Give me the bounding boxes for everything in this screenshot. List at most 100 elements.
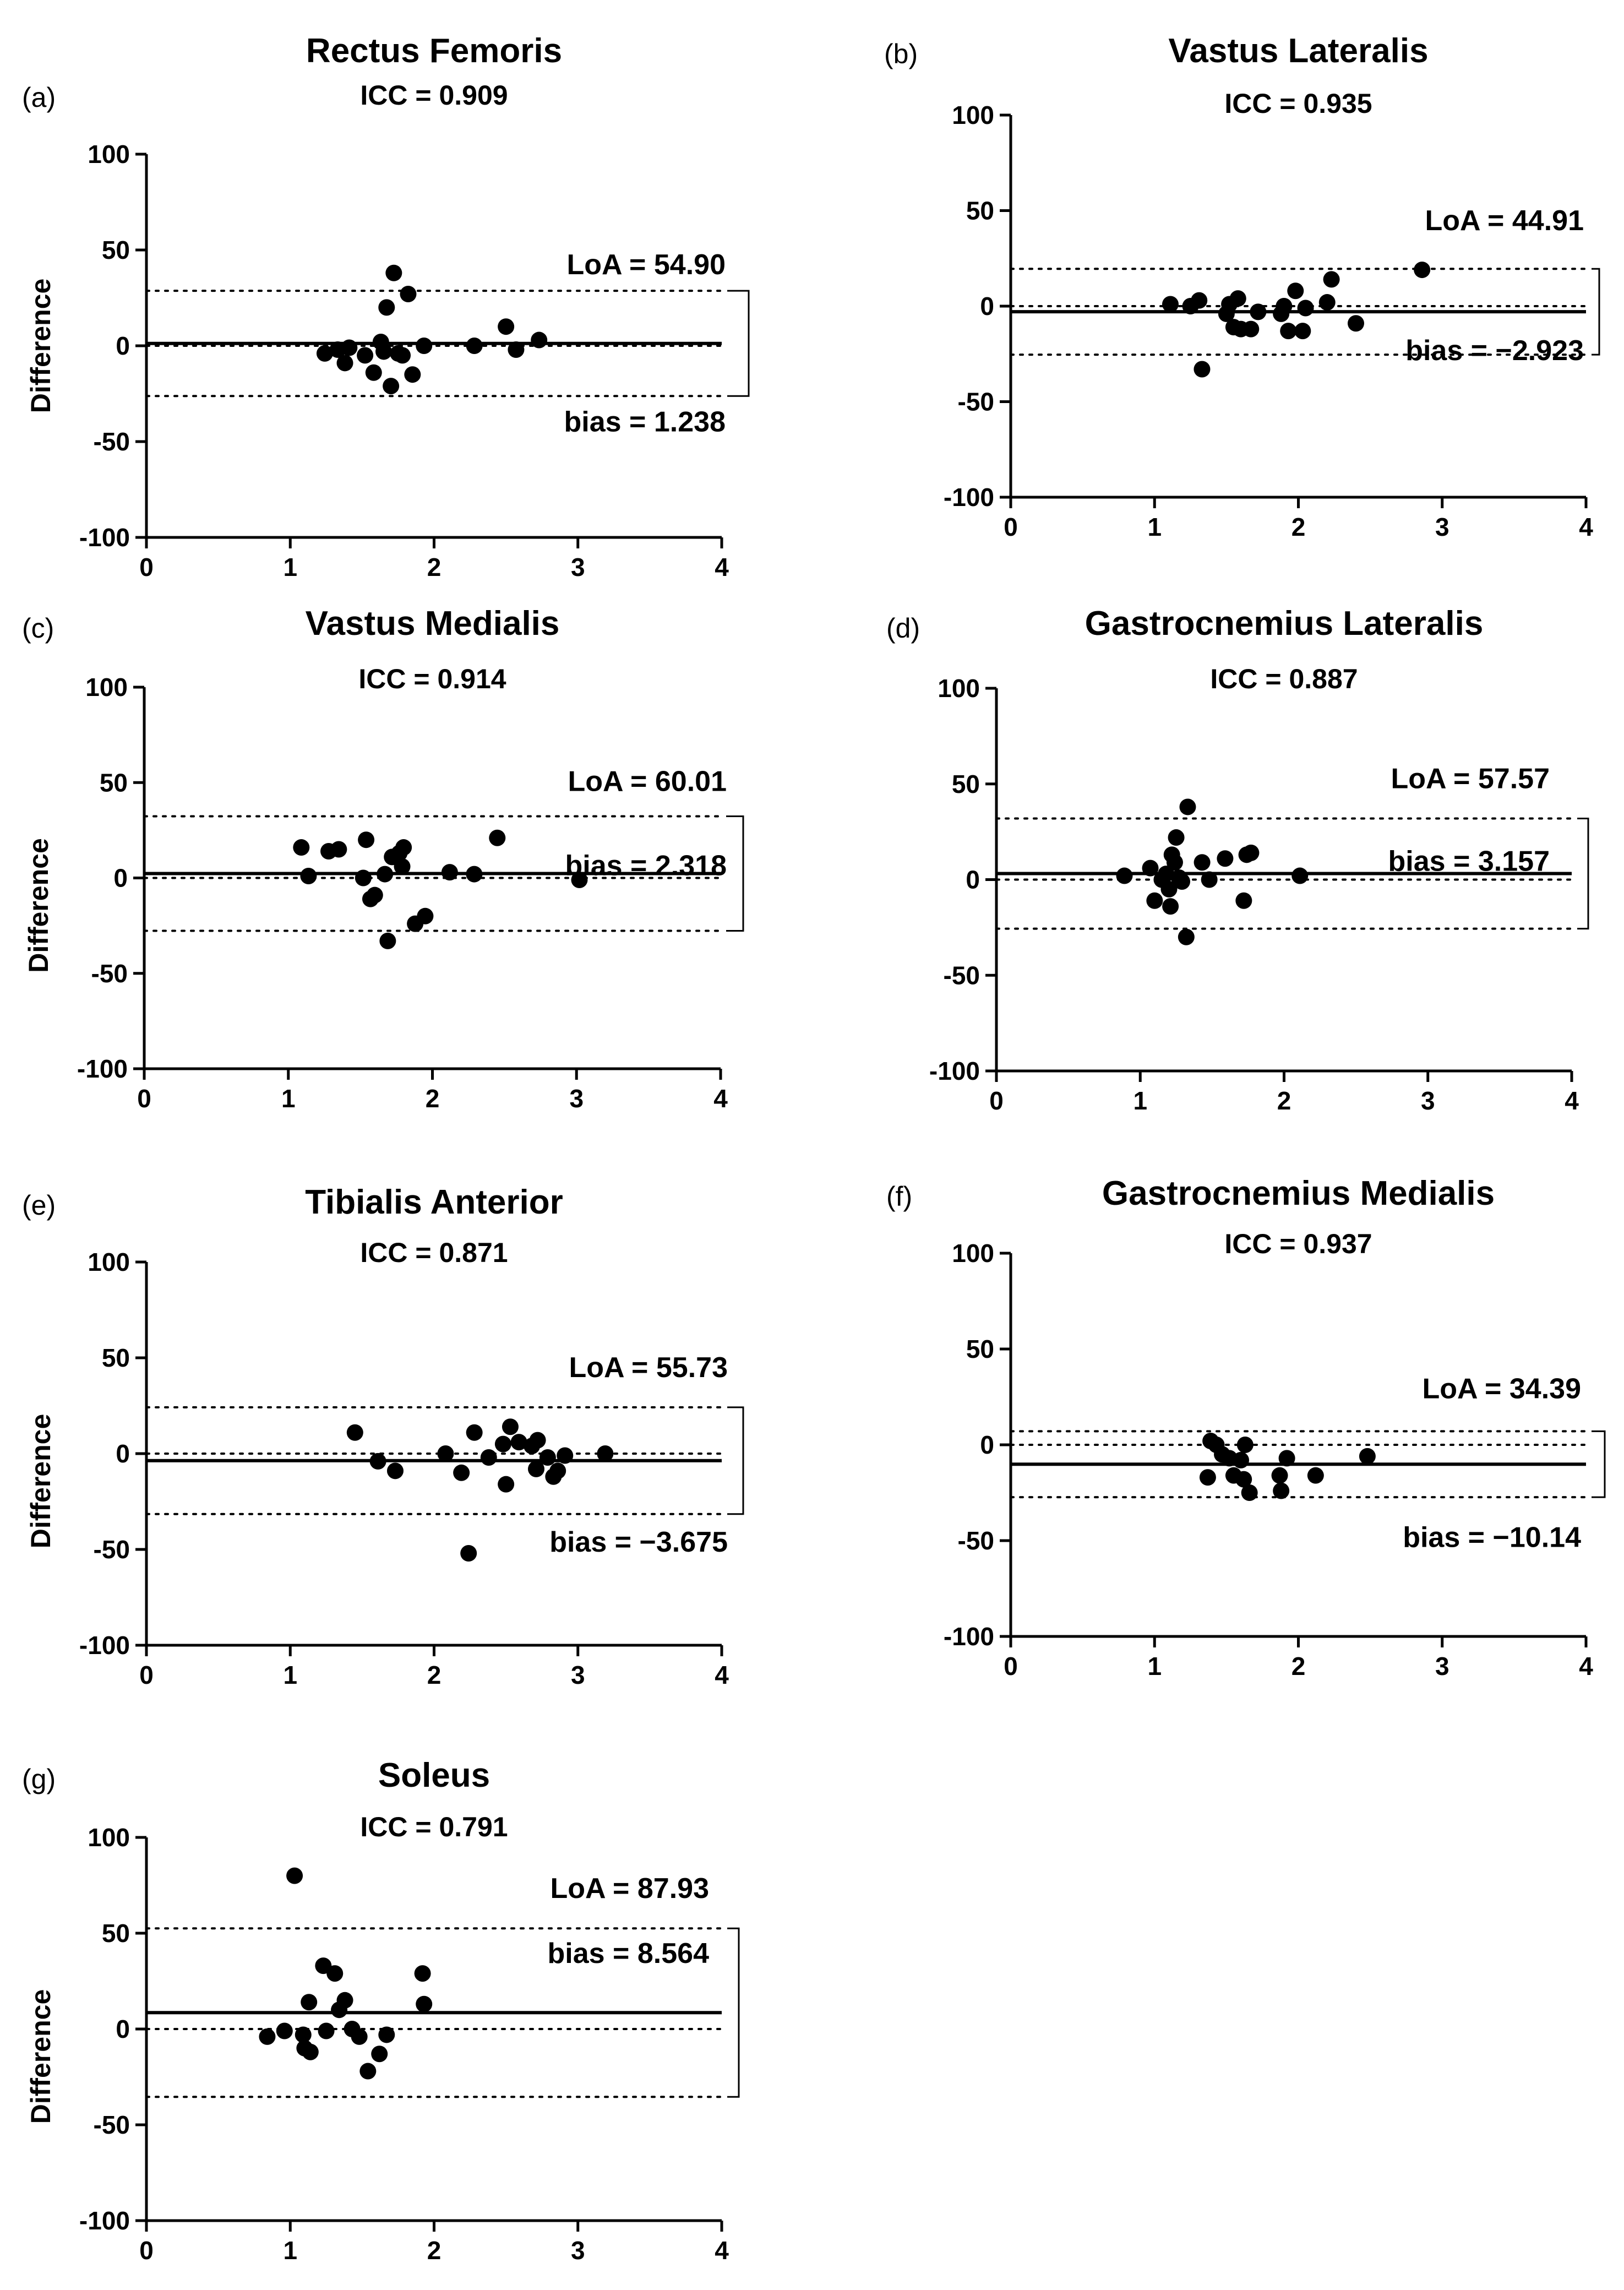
data-point	[395, 839, 412, 856]
data-point	[1323, 271, 1340, 288]
data-point	[369, 1453, 386, 1470]
icc-label: ICC = 0.887	[1210, 663, 1358, 694]
x-tick-label: 4	[715, 553, 729, 581]
data-point	[549, 1462, 566, 1479]
data-point	[1146, 892, 1163, 909]
data-point	[460, 1544, 477, 1562]
y-tick-label: 50	[952, 770, 980, 798]
chart-title: Tibialis Anterior	[305, 1183, 563, 1221]
data-point	[1162, 296, 1179, 313]
data-point	[385, 264, 402, 281]
chart-panel-g: (g) Soleus ICC = 0.791 -100 -50 0 50 100 0 1 2 3 4 Di…	[22, 1756, 740, 2265]
data-point	[1348, 315, 1364, 332]
data-point	[1271, 1467, 1288, 1484]
y-axis-title: Difference	[25, 279, 56, 414]
x-tick-label: 3	[571, 1661, 585, 1689]
data-point	[498, 1476, 515, 1493]
icc-label: ICC = 0.937	[1224, 1228, 1372, 1259]
chart-title: Vastus Lateralis	[1168, 32, 1428, 70]
data-point	[346, 1424, 363, 1441]
data-point	[286, 1867, 303, 1884]
data-point	[1359, 1448, 1376, 1465]
data-point	[301, 1994, 318, 2011]
y-tick-label: 100	[88, 1248, 130, 1276]
loa-bracket	[1592, 268, 1600, 356]
data-point	[557, 1447, 574, 1464]
data-point	[453, 1464, 470, 1481]
bias-label: bias = −10.14	[1403, 1521, 1581, 1553]
panel-label: (e)	[22, 1190, 56, 1221]
x-tick-label: 3	[571, 553, 585, 581]
icc-label: ICC = 0.871	[360, 1237, 508, 1268]
bias-label: bias = −2.923	[1405, 335, 1584, 367]
y-tick-label: 0	[116, 331, 130, 360]
y-tick-label: -100	[77, 1054, 128, 1083]
data-point	[1236, 1437, 1254, 1453]
y-tick-label: 100	[952, 101, 994, 129]
data-point	[1168, 829, 1185, 846]
data-point	[1191, 292, 1208, 309]
data-point	[480, 1449, 497, 1466]
data-point	[355, 869, 372, 886]
x-tick-label: 2	[1291, 1652, 1306, 1680]
x-tick-label: 0	[989, 1086, 1004, 1115]
data-point	[351, 2028, 368, 2045]
data-point	[1229, 290, 1246, 307]
data-point	[531, 331, 548, 349]
y-tick-label: 100	[952, 1239, 994, 1268]
x-tick-label: 0	[139, 2236, 154, 2265]
y-tick-label: 50	[966, 197, 994, 225]
panel-label: (f)	[886, 1181, 912, 1212]
data-point	[377, 866, 394, 883]
data-point	[1233, 1451, 1249, 1468]
data-point	[366, 886, 383, 904]
data-point	[378, 299, 395, 316]
data-point	[394, 858, 411, 875]
y-tick-label: 100	[85, 673, 128, 701]
x-tick-label: 2	[1277, 1086, 1291, 1115]
panel-label: (g)	[22, 1764, 56, 1794]
y-axis-title: Difference	[25, 1414, 56, 1549]
y-tick-label: 100	[88, 1823, 130, 1852]
data-point	[1278, 1450, 1295, 1467]
chart-title: Vastus Medialis	[306, 605, 560, 643]
data-point	[1276, 298, 1293, 314]
data-point	[371, 2046, 388, 2063]
x-tick-label: 2	[1291, 513, 1306, 541]
loa-label: LoA = 57.57	[1391, 763, 1550, 795]
data-point	[441, 864, 458, 881]
x-tick-label: 1	[1147, 1652, 1162, 1680]
chart-panel-f: (f) Gastrocnemius Medialis ICC = 0.937 -100…	[886, 1174, 1606, 1680]
y-tick-label: 100	[88, 140, 130, 168]
bias-label: bias = 8.564	[548, 1938, 710, 1970]
data-point	[1178, 928, 1195, 945]
y-tick-label: -50	[944, 961, 980, 989]
data-point	[1241, 1484, 1258, 1501]
x-tick-label: 2	[427, 2236, 442, 2265]
x-tick-label: 0	[137, 1084, 151, 1113]
panel-label: (b)	[884, 39, 918, 69]
x-tick-label: 4	[715, 1661, 729, 1689]
data-point	[494, 1435, 511, 1453]
data-point	[1242, 844, 1260, 861]
icc-label: ICC = 0.914	[358, 663, 506, 694]
x-tick-label: 4	[715, 2236, 729, 2265]
data-point	[1318, 294, 1336, 311]
loa-bracket	[1592, 1430, 1606, 1498]
data-point	[295, 2026, 312, 2043]
data-point	[1174, 873, 1191, 890]
y-tick-label: -50	[91, 959, 128, 988]
data-point	[466, 1424, 483, 1441]
bias-label: bias = 2.318	[565, 850, 727, 882]
loa-label: LoA = 60.01	[568, 766, 727, 798]
x-tick-label: 1	[281, 1084, 296, 1113]
data-point	[330, 841, 347, 858]
y-tick-label: 50	[102, 236, 130, 264]
data-point	[1162, 898, 1179, 915]
y-tick-label: 50	[966, 1335, 994, 1363]
loa-bracket	[727, 1406, 744, 1515]
y-axis-title: Difference	[25, 1989, 56, 2124]
data-point	[1235, 1471, 1252, 1488]
icc-label: ICC = 0.909	[360, 80, 508, 111]
